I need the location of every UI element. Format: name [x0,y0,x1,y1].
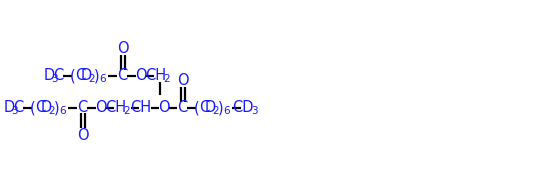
Text: O: O [117,41,129,56]
Text: 2: 2 [89,74,96,84]
Text: O: O [158,100,170,115]
Text: C: C [77,100,87,115]
Text: O: O [77,129,89,144]
Text: 3: 3 [11,106,17,116]
Text: D: D [80,68,92,83]
Text: 6: 6 [100,74,106,84]
Text: D: D [44,68,55,83]
Text: O: O [135,68,147,83]
Text: 6: 6 [224,106,230,116]
Text: C: C [53,68,63,83]
Text: C: C [117,68,127,83]
Text: D: D [40,100,51,115]
Text: 2: 2 [49,106,55,116]
Text: 3: 3 [51,74,58,84]
Text: CD: CD [232,100,254,115]
Text: C: C [35,100,45,115]
Text: ): ) [54,100,60,115]
Text: (: ( [70,68,76,83]
Text: 2: 2 [124,106,130,116]
Text: O: O [95,100,107,115]
Text: C: C [199,100,209,115]
Text: 3: 3 [250,106,257,116]
Text: D: D [3,100,15,115]
Text: 6: 6 [60,106,67,116]
Text: C: C [75,68,85,83]
Text: ): ) [94,68,100,83]
Text: O: O [177,73,189,88]
Text: CH: CH [106,100,126,115]
Text: (: ( [194,100,200,115]
Text: CH: CH [145,68,167,83]
Text: C: C [177,100,187,115]
Text: CH: CH [130,100,151,115]
Text: 2: 2 [212,106,219,116]
Text: D: D [205,100,216,115]
Text: (: ( [30,100,36,115]
Text: 2: 2 [164,74,170,84]
Text: ): ) [218,100,224,115]
Text: C: C [13,100,23,115]
